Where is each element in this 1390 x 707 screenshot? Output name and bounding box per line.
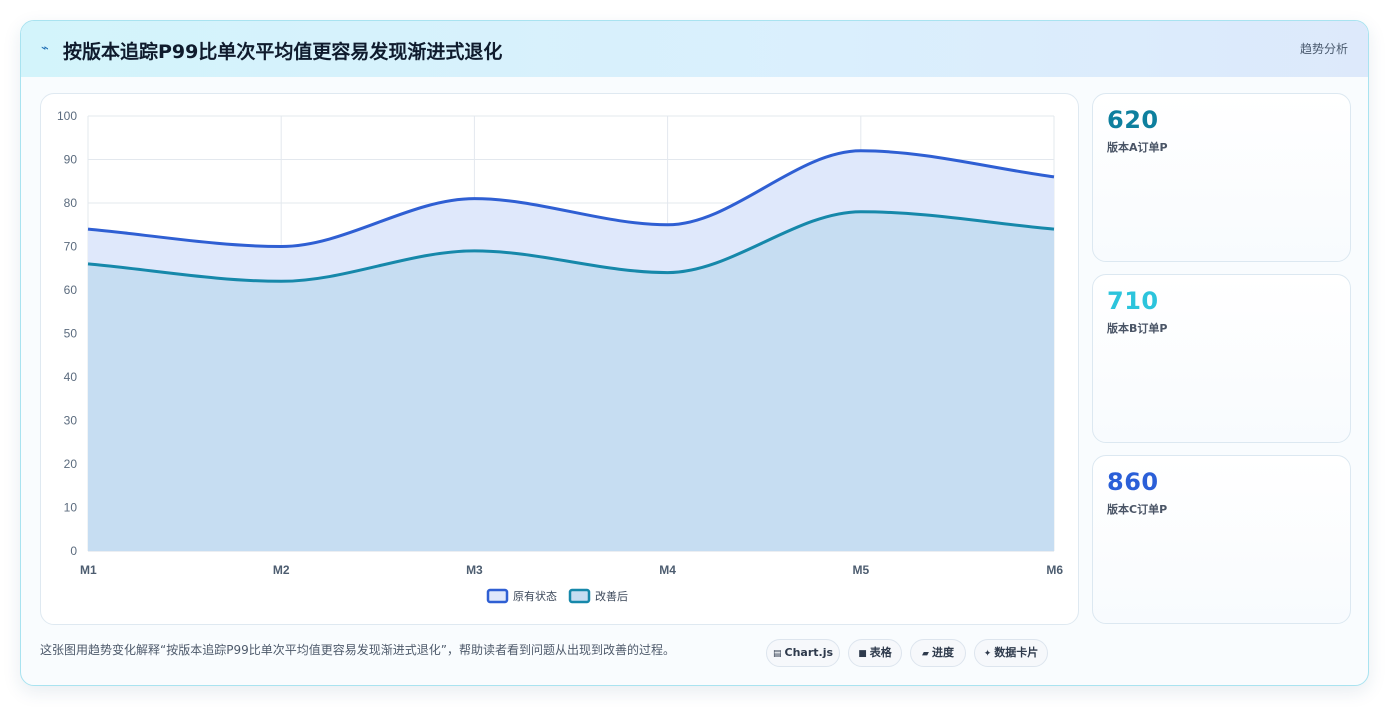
- pill-chartjs[interactable]: ▤ Chart.js: [766, 639, 840, 667]
- dashboard-card: ⌁ 按版本追踪P99比单次平均值更容易发现渐进式退化 趋势分析 0 10 20 30 4…: [20, 20, 1369, 686]
- x-tick-label: M5: [852, 563, 869, 577]
- stat-label: 版本C订单P: [1107, 503, 1168, 516]
- y-tick-label: 90: [64, 153, 78, 167]
- page-title: 按版本追踪P99比单次平均值更容易发现渐进式退化: [63, 41, 503, 63]
- stat-value: 860: [1107, 468, 1159, 496]
- legend-label: 改善后: [595, 589, 628, 603]
- y-tick-label: 30: [64, 414, 78, 428]
- area-chart: 0 10 20 30 40 50 60 70 80 90 100 M1 M2 M3 M4 M5 M6 原有状态…: [57, 109, 1063, 604]
- legend-swatch: [568, 588, 591, 604]
- trend-icon: ⌁: [41, 41, 49, 56]
- table-icon: ■: [858, 649, 867, 659]
- chart-caption: 这张图用趋势变化解释“按版本追踪P99比单次平均值更容易发现渐进式退化”，帮助读…: [40, 643, 675, 657]
- pill-label: 进度: [931, 646, 954, 659]
- y-tick-label: 10: [64, 501, 78, 515]
- progress-icon: ▰: [922, 649, 929, 659]
- chart-legend: 原有状态 改善后: [486, 588, 628, 604]
- legend-swatch: [486, 588, 509, 604]
- y-tick-label: 40: [64, 370, 78, 384]
- pill-label: Chart.js: [784, 646, 834, 659]
- chart-panel: 0 10 20 30 40 50 60 70 80 90 100 M1 M2 M3 M4 M5 M6 原有状态…: [40, 93, 1079, 625]
- stat-label: 版本B订单P: [1107, 322, 1168, 335]
- legend-label: 原有状态: [513, 589, 557, 603]
- chart-areas: [88, 150, 1054, 552]
- stat-card-b: 710 版本B订单P: [1092, 274, 1351, 443]
- area-fill-series-2: [88, 211, 1054, 551]
- x-axis: M1 M2 M3 M4 M5 M6: [80, 563, 1063, 577]
- pill-datacard[interactable]: ✦ 数据卡片: [974, 639, 1048, 667]
- y-tick-label: 20: [64, 457, 78, 471]
- chart-icon: ▤: [772, 649, 782, 659]
- card-header: ⌁ 按版本追踪P99比单次平均值更容易发现渐进式退化 趋势分析: [21, 21, 1368, 77]
- sparkle-icon: ✦: [983, 649, 992, 659]
- line-series-1: [87, 149, 1055, 248]
- x-tick-label: M6: [1046, 563, 1063, 577]
- pill-progress[interactable]: ▰ 进度: [910, 639, 966, 667]
- x-tick-label: M4: [659, 563, 676, 577]
- pill-table[interactable]: ■ 表格: [848, 639, 902, 667]
- y-tick-label: 100: [57, 109, 77, 123]
- stat-label: 版本A订单P: [1107, 141, 1168, 154]
- line-series-2: [87, 210, 1055, 283]
- stat-value: 710: [1107, 287, 1159, 315]
- y-tick-label: 50: [64, 327, 78, 341]
- stat-value: 620: [1107, 106, 1159, 134]
- pill-label: 表格: [869, 646, 892, 659]
- x-tick-label: M3: [466, 563, 483, 577]
- stat-card-c: 860 版本C订单P: [1092, 455, 1351, 624]
- y-axis: 0 10 20 30 40 50 60 70 80 90 100: [57, 109, 77, 558]
- x-tick-label: M1: [80, 563, 97, 577]
- header-tag: 趋势分析: [1299, 42, 1348, 56]
- stat-card-a: 620 版本A订单P: [1092, 93, 1351, 262]
- y-tick-label: 0: [70, 544, 77, 558]
- y-tick-label: 60: [64, 283, 78, 297]
- x-tick-label: M2: [273, 563, 290, 577]
- y-tick-label: 70: [64, 240, 78, 254]
- y-tick-label: 80: [64, 196, 78, 210]
- chart-lines: [87, 149, 1055, 283]
- pill-label: 数据卡片: [994, 646, 1039, 659]
